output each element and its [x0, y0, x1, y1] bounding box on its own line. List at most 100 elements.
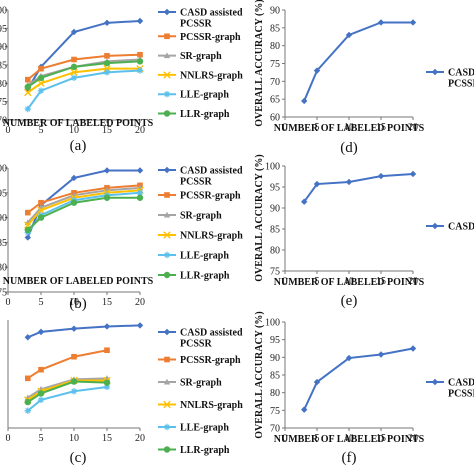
panel-caption: (e) [341, 293, 358, 309]
data-point [70, 325, 78, 332]
data-point [24, 234, 31, 241]
y-tick-label: 90 [270, 353, 280, 364]
y-axis-label: OVERALL ACCURACY (%) [254, 0, 265, 127]
x-tick-label: 5 [39, 297, 44, 308]
chart-panel-2: 0 5 10 15 20 CASD assisted PCSSR PCSSR-graph SR-… [6, 320, 243, 466]
data-point [24, 398, 31, 406]
y-tick-label: 80 [270, 388, 280, 399]
data-point [409, 170, 417, 178]
data-point [37, 214, 45, 221]
x-tick-label: 10 [69, 433, 79, 444]
y-tick-label: 75 [270, 267, 280, 278]
series-0 [301, 345, 417, 413]
data-point [313, 180, 321, 188]
y-tick-label: 90 [0, 42, 7, 53]
legend-marker [163, 328, 171, 336]
x-tick-label: 15 [102, 297, 112, 308]
legend-marker [431, 222, 439, 230]
data-point [103, 383, 111, 391]
legend-marker [163, 378, 171, 385]
y-axis-label: OVERALL ACCURACY (%) [254, 311, 265, 438]
data-point [409, 345, 417, 352]
x-tick-label: 5 [39, 125, 44, 136]
data-point [345, 178, 353, 186]
x-tick-label: 20 [408, 433, 418, 444]
chart-panel-5: 0 5 10 15 20 70 75 80 85 90 95 100 NUMBER OF LABELED… [254, 311, 474, 466]
panel-caption: (c) [70, 450, 87, 466]
data-point [345, 354, 353, 362]
series-line [27, 385, 108, 412]
panel-caption: (f) [342, 450, 357, 466]
legend-label: LLE-graph [180, 251, 229, 262]
data-point [136, 189, 144, 196]
data-point [70, 199, 78, 206]
y-tick-label: 00 [0, 164, 7, 175]
y-tick-label: 90 [270, 204, 280, 215]
y-tick-label: 70 [0, 116, 7, 127]
legend-label: SR-graph [180, 51, 222, 62]
y-tick-label: 75 [270, 406, 280, 417]
legend-marker [163, 211, 171, 218]
panel-caption: (a) [70, 138, 87, 154]
legend: CASD assisted PCSSR [426, 222, 474, 233]
chart-panel-3: 0 5 10 15 20 60 65 70 75 80 85 90 NUMBER OF LABELED … [254, 0, 474, 156]
data-point [103, 194, 111, 201]
data-point [136, 194, 144, 201]
legend-label: PCSSR-graph [180, 32, 241, 43]
data-point [70, 388, 78, 395]
x-axis-label: NUMBER OF LABELED POINTS [274, 434, 425, 445]
chart-panel-1: 0 5 10 15 20 75 80 85 90 95 00 NUMBER OF LABELED PO… [0, 164, 243, 313]
data-point [70, 28, 78, 36]
x-tick-label: 20 [408, 122, 418, 133]
x-tick-label: 20 [135, 297, 145, 308]
x-tick-label: 10 [344, 122, 354, 133]
series-5 [24, 194, 144, 234]
y-tick-label: 70 [270, 424, 280, 435]
series-1 [25, 51, 143, 83]
x-tick-label: 0 [283, 276, 288, 287]
series-4 [24, 383, 111, 414]
data-point [301, 406, 308, 413]
legend-marker [163, 52, 171, 59]
legend-marker [431, 68, 439, 76]
y-tick-label: 00 [0, 6, 7, 17]
legend-label: LLR-graph [180, 271, 230, 282]
chart-panel-4: 0 5 10 15 20 75 80 85 90 95 100 NUMBER OF LABELED P… [254, 154, 474, 309]
data-point [103, 167, 111, 174]
data-point [37, 328, 45, 336]
legend-label: LLR-graph [180, 109, 230, 120]
data-point [104, 53, 110, 59]
data-point [37, 390, 45, 397]
data-point [25, 209, 31, 216]
legend-marker [163, 231, 171, 239]
legend-marker [163, 423, 171, 431]
data-point [24, 88, 32, 97]
data-point [37, 206, 45, 214]
legend-marker [163, 8, 171, 16]
x-tick-label: 15 [376, 122, 386, 133]
data-point [24, 83, 31, 91]
series-0 [301, 170, 417, 205]
data-point [71, 353, 77, 360]
x-tick-label: 20 [135, 433, 145, 444]
legend-label: CASD assisted PCSSR [448, 222, 474, 233]
legend-label: PCSSR-graph [180, 191, 241, 202]
data-point [71, 56, 77, 63]
data-point [24, 334, 31, 341]
x-axis-label: NUMBER OF LABELED POINTS [3, 276, 154, 287]
x-axis-label: NUMBER OF LABELED POINTS [3, 118, 154, 129]
y-tick-label: 90 [0, 213, 7, 224]
y-tick-label: 90 [270, 6, 280, 17]
data-point [136, 17, 144, 25]
legend-label: LLE-graph [180, 90, 229, 101]
legend-label: NNLRS-graph [180, 400, 243, 411]
y-tick-label: 100 [265, 318, 280, 329]
series-line [303, 21, 413, 102]
data-point [37, 396, 45, 404]
